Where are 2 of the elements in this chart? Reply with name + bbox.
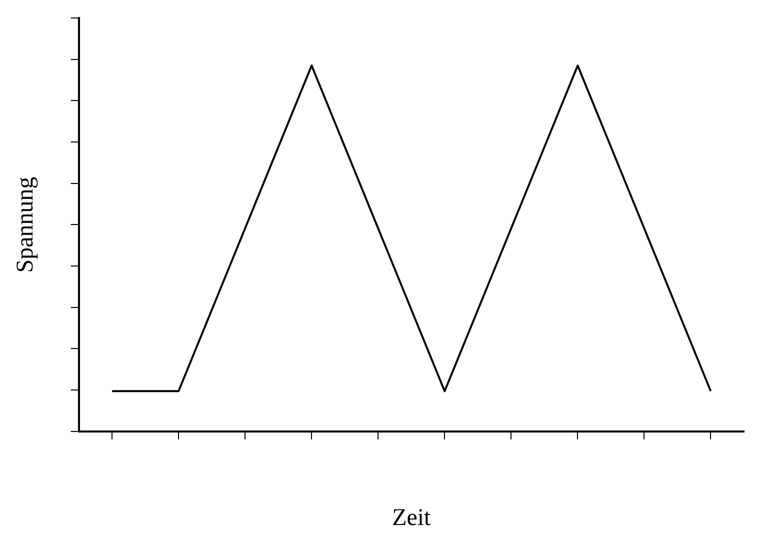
- y-axis-title: Spannung: [12, 176, 39, 273]
- x-axis-title: Zeit: [392, 504, 432, 531]
